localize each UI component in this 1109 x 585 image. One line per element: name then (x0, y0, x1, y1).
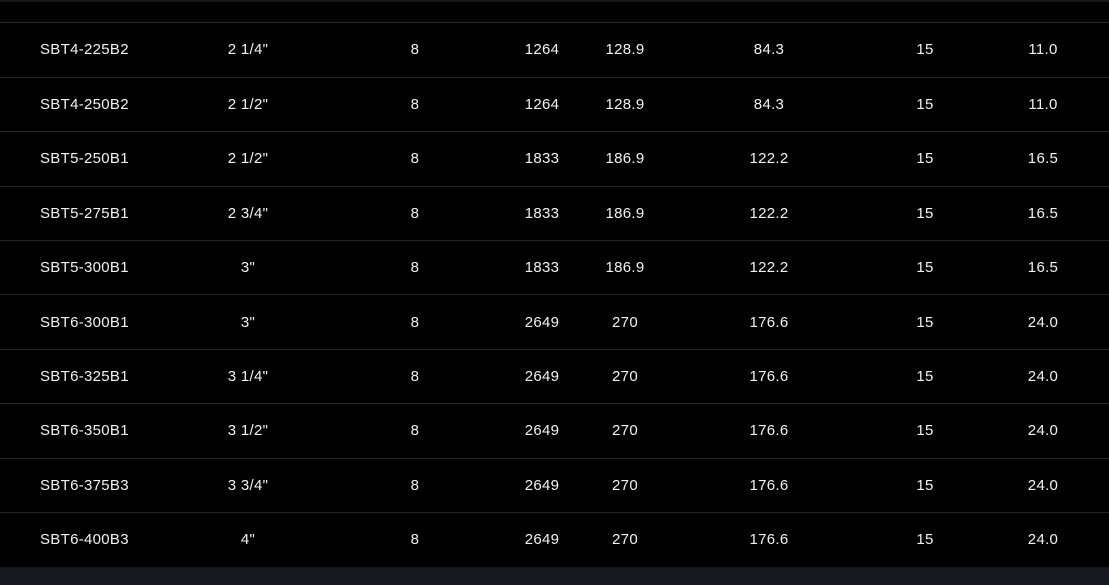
cell-model: SBT6-325B1 (0, 349, 165, 405)
cell-col7: 15 (873, 403, 977, 459)
cell-col4: 2649 (499, 294, 585, 350)
cell-model: SBT5-275B1 (0, 186, 165, 242)
cell-col5: 270 (585, 294, 665, 350)
table-header-band (0, 2, 1109, 23)
table-row: SBT4-225B2 2 1/4" 8 1264 128.9 84.3 15 1… (0, 23, 1109, 78)
table-row: SBT5-250B1 2 1/2" 8 1833 186.9 122.2 15 … (0, 131, 1109, 187)
cell-size: 2 1/2" (165, 77, 331, 133)
cell-size: 3" (165, 240, 331, 296)
cell-col6: 122.2 (665, 240, 873, 296)
cell-col8: 11.0 (977, 23, 1109, 78)
cell-col5: 270 (585, 458, 665, 514)
cell-col5: 128.9 (585, 23, 665, 78)
cell-model: SBT6-350B1 (0, 403, 165, 459)
cell-col7: 15 (873, 240, 977, 296)
cell-col7: 15 (873, 186, 977, 242)
cell-col6: 176.6 (665, 294, 873, 350)
cell-col5: 186.9 (585, 131, 665, 187)
cell-col4: 2649 (499, 403, 585, 459)
cell-col8: 24.0 (977, 294, 1109, 350)
cell-size: 2 1/2" (165, 131, 331, 187)
cell-col3: 8 (331, 294, 499, 350)
table-row: SBT5-275B1 2 3/4" 8 1833 186.9 122.2 15 … (0, 186, 1109, 242)
cell-col5: 186.9 (585, 240, 665, 296)
cell-col3: 8 (410, 531, 420, 549)
cell-col6: 176.6 (665, 349, 873, 405)
table-row: SBT6-300B1 3" 8 2649 270 176.6 15 24.0 (0, 294, 1109, 350)
cell-col3: 8 (331, 23, 499, 78)
cell-col4: 2649 (524, 531, 560, 549)
cell-model: SBT5-300B1 (0, 240, 165, 296)
cell-col6: 84.3 (665, 23, 873, 78)
cell-col5: 186.9 (585, 186, 665, 242)
cell-col4: 2649 (499, 349, 585, 405)
table-row: SBT5-300B1 3" 8 1833 186.9 122.2 15 16.5 (0, 240, 1109, 296)
bottom-strip (0, 578, 1109, 585)
spec-table-body: SBT4-225B2 2 1/4" 8 1264 128.9 84.3 15 1… (0, 23, 1109, 567)
cell-col5: 270 (585, 403, 665, 459)
cell-col4: 1264 (499, 23, 585, 78)
table-row: SBT4-250B2 2 1/2" 8 1264 128.9 84.3 15 1… (0, 77, 1109, 133)
cell-col7: 15 (873, 77, 977, 133)
cell-col7: 15 (873, 23, 977, 78)
cell-col8: 16.5 (977, 131, 1109, 187)
cell-col4: 1833 (499, 186, 585, 242)
table-row: SBT6-400B3 4" 8 2649 270 176.6 15 24.0 (0, 513, 1109, 567)
cell-col3: 8 (331, 349, 499, 405)
cell-col8: 11.0 (977, 77, 1109, 133)
cell-col8: 24.0 (1027, 531, 1059, 549)
cell-size: 3 1/4" (165, 349, 331, 405)
table-row: SBT6-325B1 3 1/4" 8 2649 270 176.6 15 24… (0, 349, 1109, 405)
cell-col7: 15 (873, 458, 977, 514)
cell-col3: 8 (331, 186, 499, 242)
cell-size: 3 3/4" (165, 458, 331, 514)
cell-size: 4" (240, 531, 256, 549)
cell-col7: 15 (873, 294, 977, 350)
table-row: SBT6-375B3 3 3/4" 8 2649 270 176.6 15 24… (0, 458, 1109, 514)
cell-col6: 176.6 (665, 403, 873, 459)
cell-col3: 8 (331, 458, 499, 514)
cell-col8: 24.0 (977, 349, 1109, 405)
cell-col3: 8 (331, 131, 499, 187)
spec-table: SBT4-225B2 2 1/4" 8 1264 128.9 84.3 15 1… (0, 23, 1109, 567)
cell-col8: 24.0 (977, 403, 1109, 459)
cell-model: SBT6-300B1 (0, 294, 165, 350)
cell-model: SBT4-250B2 (0, 77, 165, 133)
spec-table-container: SBT4-225B2 2 1/4" 8 1264 128.9 84.3 15 1… (0, 2, 1109, 567)
cell-col7: 15 (873, 349, 977, 405)
cell-col3: 8 (331, 77, 499, 133)
cell-col3: 8 (331, 240, 499, 296)
cell-col3: 8 (331, 403, 499, 459)
cell-col8: 24.0 (977, 458, 1109, 514)
cell-model: SBT5-250B1 (0, 131, 165, 187)
cell-col8: 16.5 (977, 186, 1109, 242)
cell-size: 3 1/2" (165, 403, 331, 459)
cell-col4: 1264 (499, 77, 585, 133)
cell-col7: 15 (873, 131, 977, 187)
cell-col5: 270 (585, 349, 665, 405)
cell-col7: 15 (916, 531, 934, 549)
cell-size: 2 3/4" (165, 186, 331, 242)
cell-size: 3" (165, 294, 331, 350)
cell-col6: 122.2 (665, 186, 873, 242)
cell-col4: 1833 (499, 131, 585, 187)
cell-size: 2 1/4" (165, 23, 331, 78)
cell-model: SBT6-375B3 (0, 458, 165, 514)
cell-col4: 1833 (499, 240, 585, 296)
cell-col6: 176.6 (749, 531, 789, 549)
table-row: SBT6-350B1 3 1/2" 8 2649 270 176.6 15 24… (0, 403, 1109, 459)
cell-col6: 176.6 (665, 458, 873, 514)
cell-col4: 2649 (499, 458, 585, 514)
cell-col8: 16.5 (977, 240, 1109, 296)
cell-col5: 270 (612, 531, 638, 549)
cell-model: SBT4-225B2 (0, 23, 165, 78)
cell-col6: 122.2 (665, 131, 873, 187)
cell-model: SBT6-400B3 (40, 531, 129, 549)
cell-col6: 84.3 (665, 77, 873, 133)
cell-col5: 128.9 (585, 77, 665, 133)
